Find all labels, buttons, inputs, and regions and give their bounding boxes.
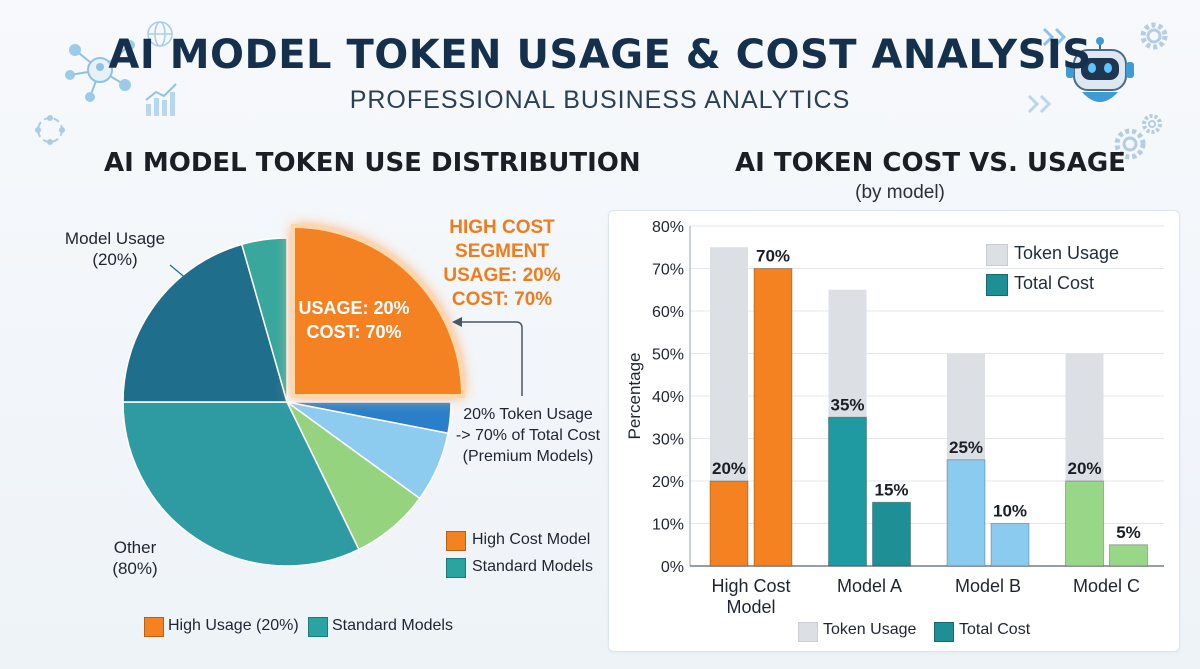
bar-bottom-legend-swatch-cost	[934, 622, 954, 642]
model-usage-label: Model Usage (20%)	[55, 228, 175, 270]
bar-total-cost-2	[872, 501, 911, 567]
x-tick-label-1: High Cost Model	[711, 576, 790, 617]
bar-usage-label-4: 20%	[1067, 459, 1101, 478]
pie-slice-4	[122, 401, 360, 567]
chevrons-icon-2	[1027, 94, 1052, 114]
callout-title: HIGH COST SEGMENT	[449, 217, 555, 262]
bar-chart: 0% 10% 20% 30% 40% 50% 60% 70% 80% Percentage 20%…	[625, 219, 1164, 617]
legend-swatch-standard-bottom	[308, 617, 328, 637]
robot-icon	[1066, 37, 1134, 102]
legend-swatch-high-cost	[446, 531, 466, 551]
cost-note-line1: 20% Token Usage	[463, 406, 593, 423]
bar-bottom-legend-label-usage: Token Usage	[823, 621, 917, 638]
growth-chart-icon	[145, 83, 177, 116]
pie-section-title: AI MODEL TOKEN USE DISTRIBUTION	[104, 148, 641, 178]
slice-inner-label: USAGE: 20% COST: 70%	[294, 296, 414, 344]
page-title: AI MODEL TOKEN USAGE & COST ANALYSIS	[108, 32, 1092, 78]
gear-icon	[1140, 22, 1168, 50]
bar-bottom-legend-label-cost: Total Cost	[959, 621, 1031, 638]
y-tick-label: 40%	[652, 389, 684, 406]
pie-slice-6	[240, 237, 288, 403]
other-label: Other (80%)	[90, 537, 180, 579]
legend-label-standard: Standard Models	[472, 558, 593, 575]
legend-label-high-cost: High Cost Model	[472, 531, 591, 548]
x-tick-label-4: Model C	[1073, 576, 1140, 596]
page-subtitle: PROFESSIONAL BUSINESS ANALYTICS	[349, 86, 851, 114]
cost-note-line3: (Premium Models)	[462, 448, 594, 465]
bar-cost-label-1: 70%	[756, 247, 790, 266]
pie-chart	[122, 223, 466, 567]
globe-icon	[147, 21, 173, 47]
bar-usage-fill-2	[828, 416, 867, 567]
bar-section-title: AI TOKEN COST VS. USAGE	[735, 148, 1126, 178]
y-tick-label: 20%	[652, 474, 684, 491]
gears-icon	[1114, 114, 1162, 160]
pie-slice-high-cost	[291, 223, 466, 398]
other-label-text: Other	[113, 538, 157, 557]
legend-swatch-standard	[446, 558, 466, 578]
bar-usage-label-3: 25%	[949, 438, 983, 457]
bar-legend-swatch-usage	[986, 244, 1008, 266]
bar-usage-fill-4	[1065, 480, 1104, 567]
callout-cost: COST: 70%	[451, 289, 553, 310]
bar-usage-fill-1	[709, 480, 749, 567]
bar-cost-label-4: 5%	[1116, 523, 1141, 542]
y-tick-label: 0%	[661, 559, 684, 576]
chevrons-icon	[1042, 27, 1067, 47]
legend-swatch-high-usage	[144, 617, 164, 637]
callout-arrow	[452, 317, 523, 396]
bar-cost-label-2: 15%	[874, 480, 908, 499]
model-usage-label-pct: (20%)	[92, 250, 138, 269]
bar-usage-label-1: 20%	[712, 459, 746, 478]
legend-label-high-usage: High Usage (20%)	[168, 617, 299, 634]
bar-cost-label-3: 10%	[993, 502, 1027, 521]
other-label-pct: (80%)	[112, 559, 158, 578]
slice-cost-text: COST: 70%	[306, 322, 402, 342]
x-tick-label-2: Model A	[837, 576, 902, 596]
bar-total-cost-4	[1109, 544, 1148, 567]
pie-slice-5	[122, 243, 288, 403]
y-tick-label: 10%	[652, 517, 684, 534]
bar-legend-swatch-cost	[986, 274, 1008, 296]
legend-label-standard-bottom: Standard Models	[332, 617, 453, 634]
bar-total-cost-3	[990, 523, 1030, 567]
callout-usage: USAGE: 20%	[443, 265, 561, 286]
bar-total-cost-1	[753, 268, 793, 567]
y-axis-label: Percentage	[625, 353, 644, 440]
model-usage-leader	[169, 264, 201, 291]
model-usage-label-text: Model Usage	[64, 229, 166, 248]
network-icon	[65, 40, 135, 102]
bar-legend-label-usage: Token Usage	[1014, 243, 1120, 263]
cost-note: 20% Token Usage -> 70% of Total Cost (Pr…	[448, 404, 608, 467]
bar-usage-label-2: 35%	[830, 395, 864, 414]
bar-bottom-legend-swatch-usage	[798, 622, 818, 642]
high-cost-callout: HIGH COST SEGMENT USAGE: 20% COST: 70%	[412, 216, 592, 312]
cycle-icon	[35, 115, 65, 145]
y-tick-label: 60%	[652, 304, 684, 321]
slice-usage-text: USAGE: 20%	[298, 298, 410, 318]
bar-legend-label-cost: Total Cost	[1014, 273, 1095, 293]
cost-note-line2: -> 70% of Total Cost	[455, 427, 601, 444]
y-tick-label: 30%	[652, 432, 684, 449]
bar-section-subtitle: (by model)	[855, 182, 945, 203]
bar-usage-fill-3	[946, 459, 986, 567]
x-tick-label-3: Model B	[955, 576, 1021, 596]
y-tick-label: 70%	[652, 262, 684, 279]
y-tick-label: 50%	[652, 347, 684, 364]
y-tick-label: 80%	[652, 219, 684, 236]
